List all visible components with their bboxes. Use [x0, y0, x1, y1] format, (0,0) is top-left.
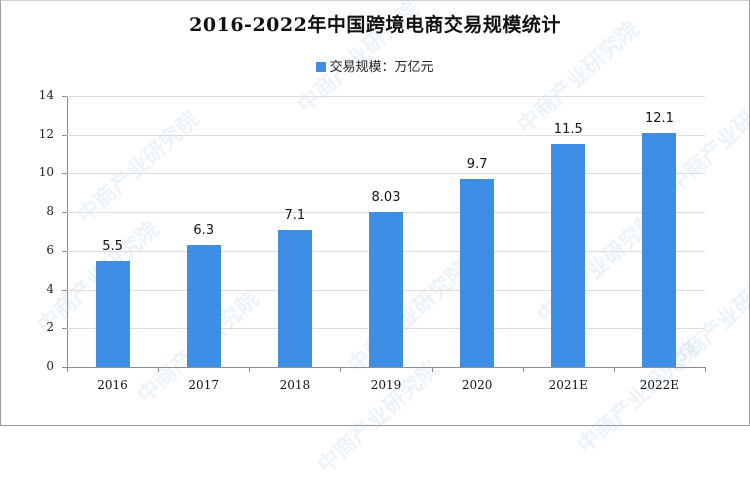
data-label: 9.7 [466, 157, 488, 173]
x-tick [249, 367, 250, 372]
x-tick [67, 367, 68, 372]
y-tick [62, 250, 67, 252]
data-label: 7.1 [284, 207, 306, 223]
x-tick [705, 367, 706, 372]
y-tick-label: 0 [46, 359, 54, 373]
x-axis [67, 367, 705, 368]
y-tick [62, 367, 67, 368]
y-tick [62, 328, 67, 330]
legend-label: 交易规模：万亿元 [329, 60, 434, 75]
data-label: 5.5 [102, 238, 123, 254]
bar-2017 [186, 245, 221, 367]
bar-2020 [460, 179, 495, 367]
data-label: 8.03 [371, 189, 401, 205]
bar-2021E [551, 144, 586, 367]
x-tick-label: 2016 [97, 378, 128, 392]
x-tick-label: 2018 [279, 378, 311, 392]
plot-area: 5.5 6.3 7.1 8.03 9.7 11.5 12.1 [62, 96, 706, 372]
x-tick-label: 2021E [548, 378, 588, 392]
x-tick-label: 2017 [188, 378, 219, 392]
x-tick [432, 367, 433, 372]
x-tick [340, 367, 341, 372]
bar-2016 [95, 260, 130, 367]
x-tick [523, 367, 524, 372]
gridline [67, 173, 705, 175]
y-tick [62, 134, 67, 136]
y-tick-label: 6 [46, 242, 54, 257]
y-axis [67, 96, 68, 367]
x-tick [158, 367, 159, 372]
y-tick [62, 173, 67, 175]
y-tick-label: 10 [38, 165, 54, 180]
y-tick-label: 4 [46, 281, 54, 296]
bar-2018 [277, 229, 312, 367]
x-tick [614, 367, 615, 372]
gridline [67, 134, 705, 136]
x-tick-label: 2022E [639, 378, 680, 392]
x-tick-label: 2019 [370, 378, 402, 392]
legend-swatch-icon [316, 62, 327, 72]
chart-title: 2016-2022年中国跨境电商交易规模统计 [189, 14, 561, 36]
x-tick-label: 2020 [461, 378, 493, 392]
gridline [67, 96, 705, 97]
y-tick-label: 8 [46, 204, 54, 219]
data-label: 11.5 [553, 122, 583, 138]
y-tick [62, 96, 67, 97]
chart-legend: 交易规模：万亿元 [0, 56, 750, 75]
data-label: 6.3 [193, 223, 215, 239]
data-label: 12.1 [644, 110, 674, 126]
y-tick-label: 2 [46, 320, 54, 335]
y-tick [62, 289, 67, 291]
bar-2019 [369, 211, 403, 367]
y-tick [62, 212, 67, 214]
y-tick-label: 14 [38, 88, 54, 102]
y-tick-label: 12 [38, 126, 54, 141]
bar-2022E [642, 132, 677, 367]
